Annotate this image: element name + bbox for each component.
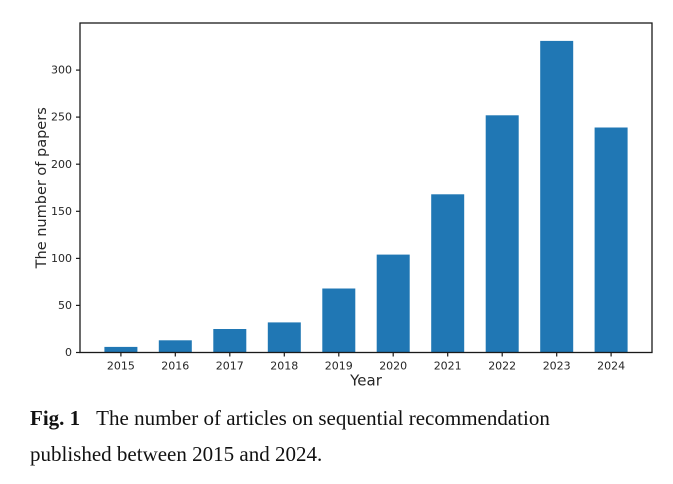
figure-chart: 0 50 100 150 200 250 300 2015 2016 2017 2018 2019 20… xyxy=(34,22,653,390)
x-tick-label: 2022 xyxy=(488,360,516,373)
x-tick-label: 2017 xyxy=(216,360,244,373)
bar-2019 xyxy=(322,288,356,353)
bar-2020 xyxy=(376,254,410,353)
axes-frame xyxy=(79,22,653,354)
x-axis-label: Year xyxy=(349,372,383,390)
bar-2017 xyxy=(213,329,247,353)
x-tick-label: 2019 xyxy=(325,360,353,373)
x-tick-label: 2023 xyxy=(543,360,571,373)
bar-2024 xyxy=(594,127,628,353)
y-tick-label: 200 xyxy=(51,158,72,171)
x-tick-label: 2024 xyxy=(597,360,625,373)
bar-2015 xyxy=(104,346,138,353)
y-tick-label: 300 xyxy=(51,64,72,77)
y-tick-label: 250 xyxy=(51,111,72,124)
bar-2021 xyxy=(431,194,465,353)
bar-2023 xyxy=(540,40,574,353)
y-tick-label: 150 xyxy=(51,205,72,218)
y-tick-label: 0 xyxy=(65,346,72,359)
figure-caption: Fig. 1 The number of articles on sequenti… xyxy=(30,400,630,472)
x-tick-label: 2020 xyxy=(379,360,407,373)
y-tick-label: 100 xyxy=(51,252,72,265)
x-tick-label: 2018 xyxy=(270,360,298,373)
bar-2016 xyxy=(158,340,192,353)
caption-text-1: The number of articles on sequential rec… xyxy=(96,406,550,430)
caption-line-2: published between 2015 and 2024. xyxy=(30,442,323,466)
caption-line-1: Fig. 1 The number of articles on sequenti… xyxy=(30,400,630,436)
y-axis-label: The number of papers xyxy=(34,107,50,269)
y-tick-label: 50 xyxy=(58,299,72,312)
x-tick-label: 2015 xyxy=(107,360,135,373)
bar-chart: 0 50 100 150 200 250 300 2015 2016 2017 2018 2019 20… xyxy=(34,22,653,390)
x-tick-label: 2021 xyxy=(434,360,462,373)
x-tick-label: 2016 xyxy=(161,360,189,373)
bar-2022 xyxy=(485,115,519,353)
bar-2018 xyxy=(267,322,301,353)
caption-fig-label: Fig. 1 xyxy=(30,406,81,430)
